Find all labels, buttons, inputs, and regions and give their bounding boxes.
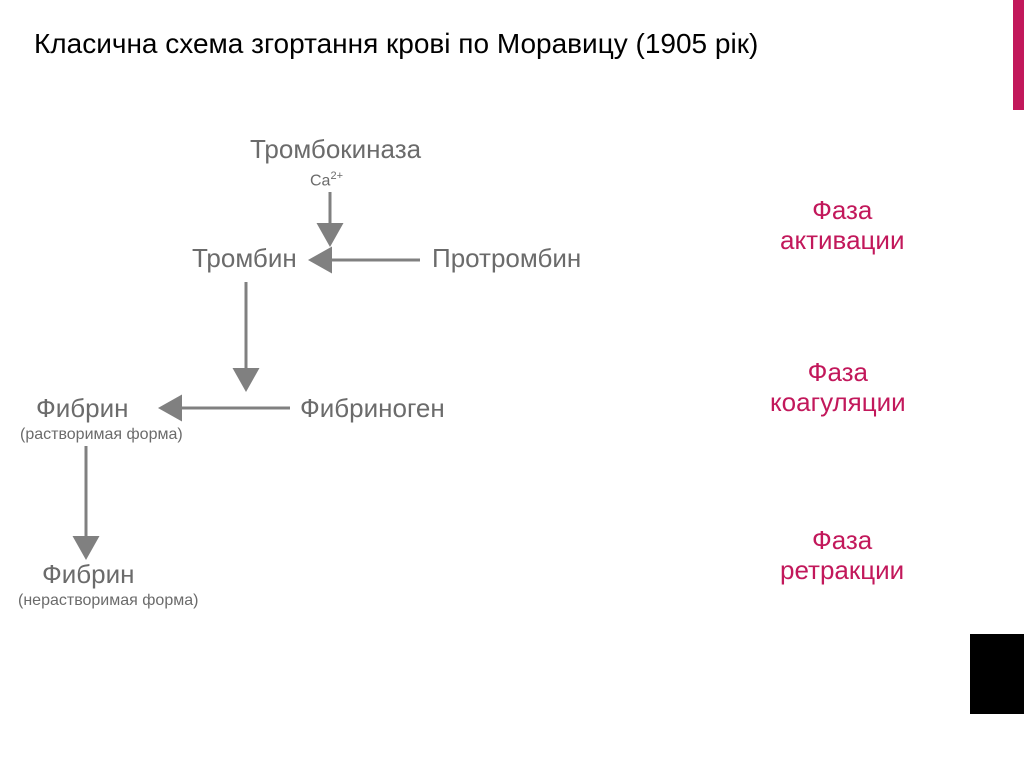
phase-retraction: Фаза ретракции (780, 526, 904, 586)
phase-retraction-line2: ретракции (780, 555, 904, 585)
black-block (970, 634, 1024, 714)
node-fibrin-soluble-sub: (растворимая форма) (20, 426, 183, 444)
phase-coagulation: Фаза коагуляции (770, 358, 906, 418)
node-fibrin-insoluble-sub: (нерастворимая форма) (18, 592, 198, 610)
node-prothrombin: Протромбин (432, 244, 581, 274)
phase-coagulation-line2: коагуляции (770, 387, 906, 417)
phase-activation: Фаза активации (780, 196, 904, 256)
node-fibrin-insoluble: Фибрин (42, 560, 135, 590)
phase-activation-line2: активации (780, 225, 904, 255)
phase-coagulation-line1: Фаза (808, 357, 868, 387)
node-thrombokinase: Тромбокиназа (250, 135, 421, 165)
page-title: Класична схема згортання крові по Морави… (34, 28, 758, 60)
node-fibrin-soluble: Фибрин (36, 394, 129, 424)
phase-activation-line1: Фаза (812, 195, 872, 225)
phase-retraction-line1: Фаза (812, 525, 872, 555)
accent-bar (1013, 0, 1024, 110)
node-fibrinogen: Фибриноген (300, 394, 445, 424)
node-thrombin: Тромбин (192, 244, 297, 274)
node-ca2plus: Ca2+ (310, 170, 343, 190)
